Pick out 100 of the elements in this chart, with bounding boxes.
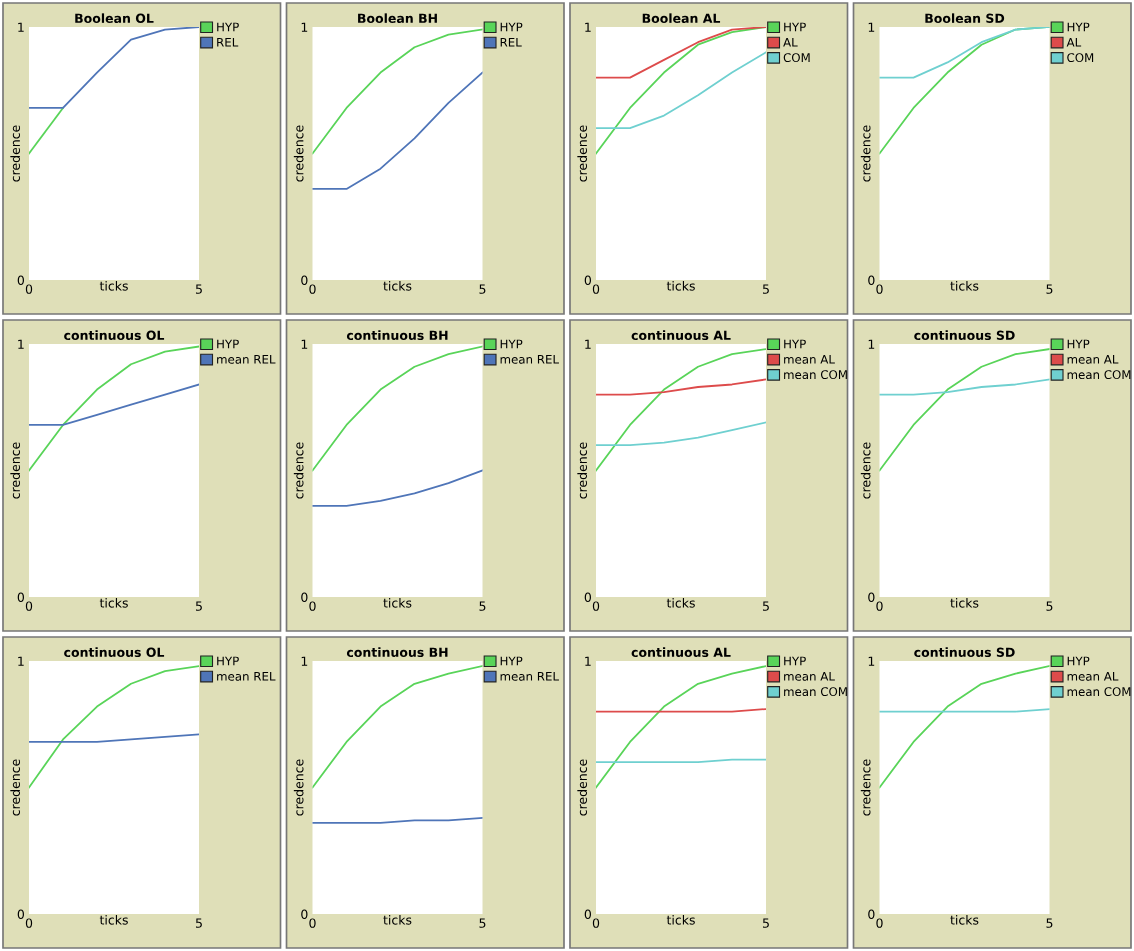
x-axis-title: ticks (950, 914, 979, 925)
legend-label: COM (783, 53, 810, 63)
x-tick-label: 0 (309, 284, 316, 294)
x-tick-label: 0 (876, 601, 883, 611)
x-tick-label: 0 (25, 284, 33, 294)
y-axis-title: credence (577, 125, 588, 182)
chart-title: Boolean SD (925, 13, 1005, 24)
legend-label: HYP (1067, 339, 1090, 349)
legend-label: HYP (784, 656, 806, 666)
x-axis-title: ticks (383, 597, 412, 608)
x-axis-title: ticks (666, 280, 695, 291)
y-axis-title: credence (10, 442, 21, 499)
y-tick-label: 1 (301, 22, 308, 32)
y-tick-label: 0 (301, 592, 308, 602)
y-tick-label: 1 (585, 339, 591, 349)
y-axis-title: credence (577, 759, 588, 816)
y-tick-label: 1 (585, 22, 591, 32)
y-tick-label: 0 (584, 592, 591, 602)
legend-label: mean REL (217, 671, 276, 681)
chart-title: continuous SD (914, 330, 1015, 341)
legend-label: mean COM (1067, 370, 1131, 380)
legend-label: HYP (1067, 656, 1090, 666)
legend-label: HYP (1067, 22, 1090, 32)
legend-label: mean AL (1067, 671, 1119, 681)
legend-label: mean COM (784, 370, 847, 380)
x-tick-label: 0 (25, 918, 33, 928)
y-axis-title: credence (10, 759, 21, 816)
y-tick-label: 0 (868, 909, 875, 919)
legend-label: AL (783, 37, 798, 47)
legend-label: mean REL (500, 671, 559, 681)
x-axis-title: ticks (666, 597, 695, 608)
x-axis-title: ticks (99, 914, 128, 925)
x-tick-label: 0 (876, 918, 883, 928)
x-tick-label: 5 (1046, 601, 1053, 611)
chart-title: continuous BH (346, 330, 448, 341)
y-axis-title: credence (10, 125, 21, 182)
line-series (29, 383, 199, 426)
y-tick-label: 0 (584, 909, 591, 919)
x-axis-title: ticks (99, 597, 128, 608)
y-axis-title: credence (860, 442, 871, 499)
x-tick-label: 5 (762, 601, 769, 611)
x-tick-label: 0 (309, 601, 316, 611)
y-tick-label: 1 (868, 656, 875, 666)
chart-title: Boolean AL (642, 13, 721, 24)
chart-title: continuous AL (631, 330, 731, 341)
line-series (312, 71, 483, 190)
x-axis-title: ticks (383, 280, 412, 291)
chart-title: Boolean BH (358, 13, 437, 24)
x-tick-label: 0 (592, 284, 600, 294)
x-tick-label: 5 (195, 284, 202, 294)
legend-label: HYP (500, 22, 523, 32)
y-tick-label: 0 (868, 592, 875, 602)
y-tick-label: 1 (18, 339, 24, 349)
x-tick-label: 5 (1046, 918, 1053, 928)
y-tick-label: 0 (17, 909, 24, 919)
x-tick-label: 5 (479, 918, 486, 928)
x-tick-label: 5 (762, 918, 769, 928)
legend-label: mean AL (784, 671, 835, 681)
y-axis-title: credence (293, 759, 304, 816)
x-axis-title: ticks (950, 597, 979, 608)
y-tick-label: 1 (585, 656, 591, 666)
legend-label: HYP (784, 22, 806, 32)
y-tick-label: 1 (868, 339, 875, 349)
y-tick-label: 0 (17, 592, 24, 602)
y-tick-label: 0 (868, 275, 875, 285)
line-series (312, 469, 483, 507)
legend-label: HYP (217, 339, 239, 349)
legend-label: AL (1066, 37, 1082, 47)
y-tick-label: 0 (301, 275, 308, 285)
x-tick-label: 5 (479, 284, 486, 294)
x-axis-title: ticks (99, 280, 128, 291)
x-axis-title: ticks (950, 280, 979, 291)
x-tick-label: 0 (309, 918, 316, 928)
legend-label: mean COM (1067, 687, 1131, 697)
y-axis-title: credence (293, 442, 304, 499)
y-tick-label: 0 (301, 909, 308, 919)
legend-label: HYP (784, 339, 806, 349)
chart-title: Boolean OL (75, 13, 154, 24)
legend-label: REL (217, 37, 239, 47)
y-tick-label: 0 (17, 275, 24, 285)
x-tick-label: 5 (762, 284, 769, 294)
x-tick-label: 0 (592, 918, 600, 928)
legend-label: HYP (500, 339, 523, 349)
x-tick-label: 5 (1046, 284, 1053, 294)
x-tick-label: 0 (876, 284, 883, 294)
legend-label: HYP (500, 656, 523, 666)
y-axis-title: credence (293, 125, 304, 182)
legend-label: HYP (217, 656, 239, 666)
chart-title: continuous OL (64, 330, 165, 341)
x-tick-label: 0 (25, 601, 33, 611)
x-tick-label: 5 (195, 918, 202, 928)
x-tick-label: 0 (592, 601, 600, 611)
y-tick-label: 1 (868, 22, 875, 32)
chart-title: continuous AL (631, 647, 731, 658)
legend-label: mean REL (500, 354, 559, 364)
legend-label: HYP (217, 22, 239, 32)
legend-label: mean AL (784, 354, 835, 364)
y-tick-label: 1 (301, 339, 308, 349)
y-tick-label: 0 (584, 275, 591, 285)
y-tick-label: 1 (18, 22, 24, 32)
